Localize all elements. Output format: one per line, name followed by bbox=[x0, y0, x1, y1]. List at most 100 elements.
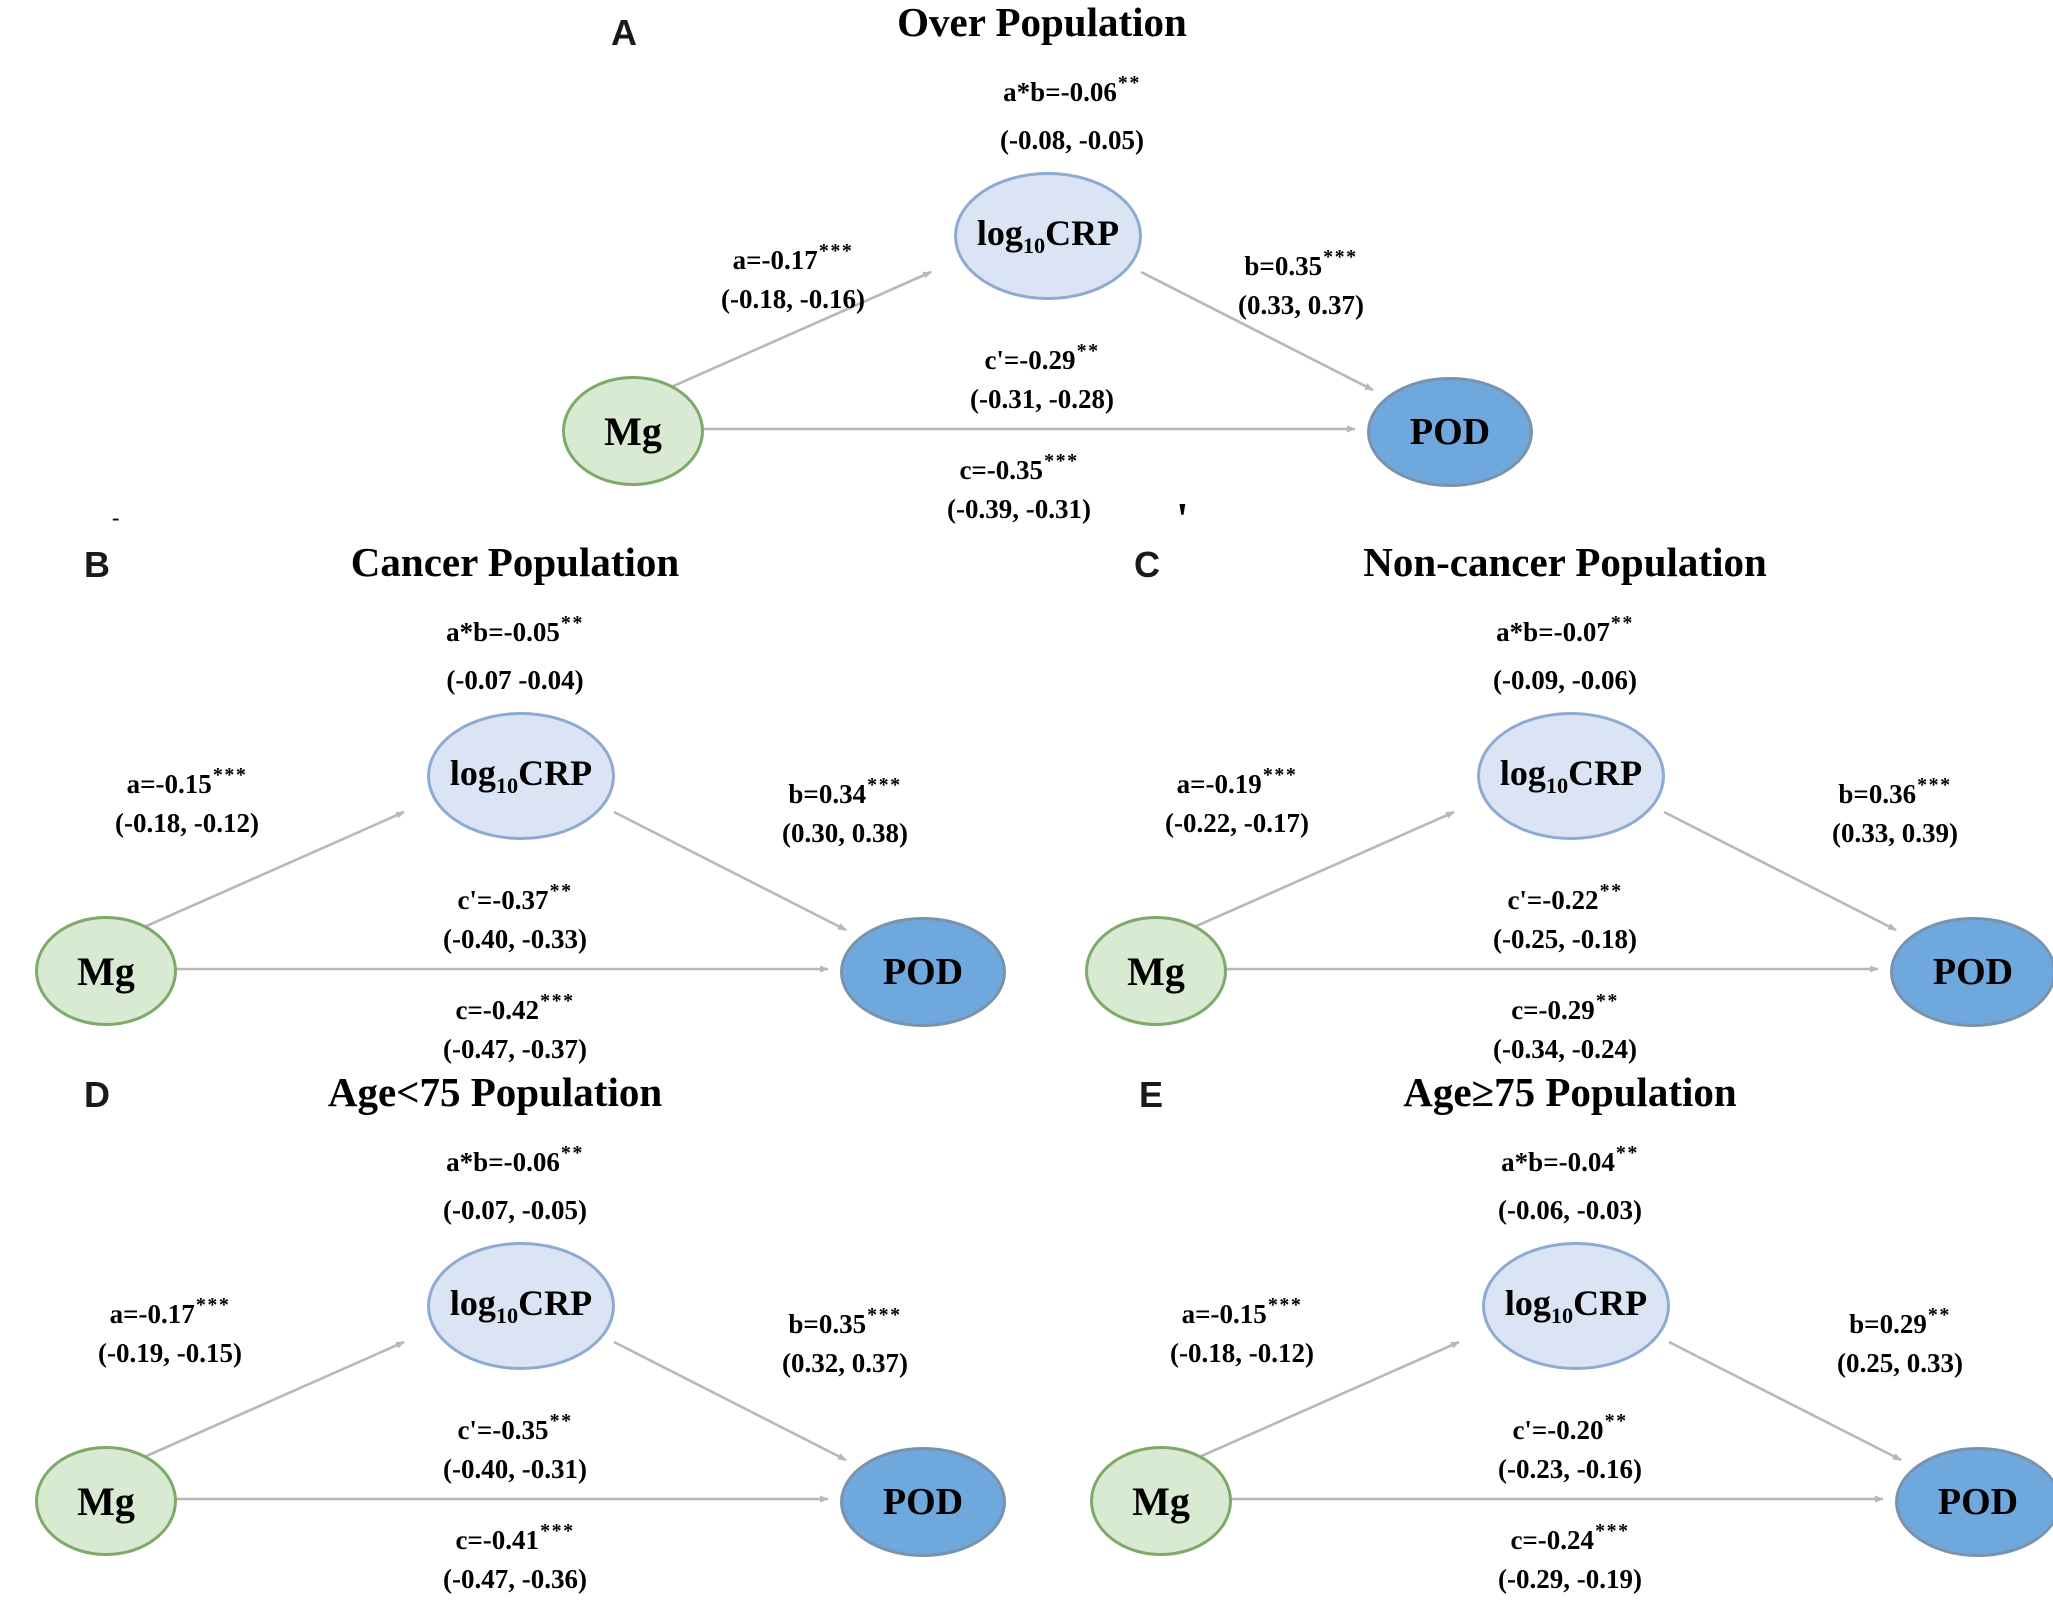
c-prime-path-label: c'=-0.35** (-0.40, -0.31) bbox=[443, 1410, 587, 1486]
effect-estimate: a=-0.19 bbox=[1176, 769, 1262, 799]
c-prime-path-label: c'=-0.22** (-0.25, -0.18) bbox=[1493, 880, 1637, 956]
effect-ci: (-0.22, -0.17) bbox=[1165, 808, 1309, 839]
node-log10crp: log10CRP bbox=[1482, 1242, 1670, 1370]
log10crp-label: log10CRP bbox=[977, 212, 1119, 259]
effect-value: a=-0.15*** bbox=[1170, 1294, 1314, 1330]
a-path-arrow bbox=[141, 810, 405, 930]
panel-a: A Over Population a*b=-0.06** (-0.08, -0… bbox=[527, 0, 1537, 532]
log-text: log bbox=[1499, 753, 1546, 794]
a-path-label: a=-0.17*** (-0.18, -0.16) bbox=[721, 240, 865, 316]
significance-stars: ** bbox=[1610, 612, 1634, 634]
significance-stars: *** bbox=[818, 240, 854, 262]
effect-ci: (-0.40, -0.31) bbox=[443, 1454, 587, 1485]
effect-ci: (0.33, 0.39) bbox=[1832, 818, 1958, 849]
indirect-effect-label: a*b=-0.04** (-0.06, -0.03) bbox=[1498, 1142, 1642, 1227]
effect-value: c'=-0.29** bbox=[970, 340, 1114, 376]
node-log10crp: log10CRP bbox=[1477, 712, 1665, 840]
c-prime-path-label: c'=-0.29** (-0.31, -0.28) bbox=[970, 340, 1114, 416]
pod-label: POD bbox=[1932, 951, 2014, 993]
effect-value: c'=-0.20** bbox=[1498, 1410, 1642, 1446]
effect-value: c=-0.42*** bbox=[443, 990, 587, 1026]
a-path-arrow bbox=[141, 1340, 405, 1460]
c-path-label: c=-0.42*** (-0.47, -0.37) bbox=[443, 990, 587, 1066]
effect-ci: (-0.47, -0.37) bbox=[443, 1034, 587, 1065]
effect-ci: (-0.40, -0.33) bbox=[443, 924, 587, 955]
a-path-label: a=-0.15*** (-0.18, -0.12) bbox=[115, 764, 259, 840]
panel-title: Cancer Population bbox=[350, 539, 680, 585]
mg-label: Mg bbox=[604, 408, 662, 454]
c-prime-path-label: c'=-0.37** (-0.40, -0.33) bbox=[443, 880, 587, 956]
significance-stars: *** bbox=[1262, 764, 1298, 786]
c-path-label: c=-0.41*** (-0.47, -0.36) bbox=[443, 1520, 587, 1596]
path-arrows bbox=[141, 810, 847, 973]
effect-value: c=-0.29** bbox=[1493, 990, 1637, 1026]
panel-title: Age<75 Population bbox=[327, 1069, 663, 1115]
effect-ci: (-0.07, -0.05) bbox=[443, 1195, 587, 1226]
effect-estimate: b=0.35 bbox=[1244, 251, 1323, 281]
effect-ci: (-0.29, -0.19) bbox=[1498, 1564, 1642, 1595]
log-text: log bbox=[449, 753, 496, 794]
effect-value: a=-0.17*** bbox=[98, 1294, 242, 1330]
effect-value: a*b=-0.06** bbox=[1000, 72, 1144, 108]
significance-stars: *** bbox=[1917, 774, 1952, 796]
panel-letter: E bbox=[1139, 1074, 1164, 1115]
panel-d: D Age<75 Population a*b=-0.06** (-0.07, … bbox=[0, 1069, 1010, 1602]
c-path-label: c=-0.29** (-0.34, -0.24) bbox=[1493, 990, 1637, 1066]
mg-label: Mg bbox=[1127, 948, 1185, 994]
significance-stars: *** bbox=[540, 990, 575, 1012]
crp-text: CRP bbox=[518, 1283, 593, 1324]
effect-estimate: a=-0.15 bbox=[126, 769, 212, 799]
effect-value: a*b=-0.04** bbox=[1498, 1142, 1642, 1178]
significance-stars: *** bbox=[195, 1294, 231, 1316]
indirect-effect-label: a*b=-0.07** (-0.09, -0.06) bbox=[1493, 612, 1637, 697]
effect-estimate: a=-0.17 bbox=[732, 245, 818, 275]
mg-label: Mg bbox=[1132, 1478, 1190, 1524]
b-path-label: b=0.34*** (0.30, 0.38) bbox=[782, 774, 908, 850]
node-mg: Mg bbox=[35, 1446, 177, 1556]
panel-title: Non-cancer Population bbox=[1363, 539, 1767, 585]
b-path-arrow bbox=[1668, 1340, 1902, 1462]
crp-text: CRP bbox=[518, 753, 593, 794]
b-path-label: b=0.29** (0.25, 0.33) bbox=[1837, 1304, 1963, 1380]
effect-estimate: c=-0.41 bbox=[455, 1525, 540, 1555]
significance-stars: ** bbox=[1927, 1304, 1951, 1326]
effect-value: c=-0.24*** bbox=[1498, 1520, 1642, 1556]
crp-text: CRP bbox=[1573, 1283, 1648, 1324]
effect-ci: (-0.23, -0.16) bbox=[1498, 1454, 1642, 1485]
effect-value: c=-0.41*** bbox=[443, 1520, 587, 1556]
panel-title: Age≥75 Population bbox=[1403, 1069, 1737, 1115]
crp-text: CRP bbox=[1045, 213, 1120, 254]
a-path-label: a=-0.15*** (-0.18, -0.12) bbox=[1170, 1294, 1314, 1370]
effect-estimate: b=0.36 bbox=[1838, 779, 1917, 809]
mg-label: Mg bbox=[77, 1478, 135, 1524]
a-path-label: a=-0.17*** (-0.19, -0.15) bbox=[98, 1294, 242, 1370]
significance-stars: *** bbox=[540, 1520, 575, 1542]
significance-stars: ** bbox=[560, 612, 584, 634]
b-path-arrow bbox=[1663, 810, 1897, 932]
effect-value: a*b=-0.06** bbox=[443, 1142, 587, 1178]
significance-stars: ** bbox=[549, 1410, 573, 1432]
significance-stars: *** bbox=[212, 764, 248, 786]
node-log10crp: log10CRP bbox=[427, 1242, 615, 1370]
effect-ci: (-0.34, -0.24) bbox=[1493, 1034, 1637, 1065]
effect-value: b=0.29** bbox=[1837, 1304, 1963, 1340]
b-path-label: b=0.36*** (0.33, 0.39) bbox=[1832, 774, 1958, 850]
indirect-effect-label: a*b=-0.06** (-0.07, -0.05) bbox=[443, 1142, 587, 1227]
significance-stars: ** bbox=[1599, 880, 1623, 902]
node-pod: POD bbox=[1890, 917, 2053, 1027]
effect-ci: (-0.19, -0.15) bbox=[98, 1338, 242, 1369]
log10crp-label: log10CRP bbox=[1505, 1282, 1647, 1329]
node-pod: POD bbox=[1895, 1447, 2053, 1557]
log-subscript: 10 bbox=[495, 1303, 519, 1329]
b-path-label: b=0.35*** (0.33, 0.37) bbox=[1238, 246, 1364, 322]
effect-estimate: a*b=-0.06 bbox=[1003, 77, 1117, 107]
effect-estimate: c=-0.24 bbox=[1510, 1525, 1595, 1555]
b-path-arrow bbox=[613, 810, 847, 932]
panel-letter: B bbox=[84, 544, 110, 585]
effect-value: b=0.35*** bbox=[1238, 246, 1364, 282]
effect-estimate: a*b=-0.06 bbox=[446, 1147, 560, 1177]
effect-estimate: b=0.34 bbox=[788, 779, 867, 809]
node-pod: POD bbox=[1367, 377, 1533, 487]
effect-estimate: c=-0.29 bbox=[1511, 995, 1595, 1025]
log-text: log bbox=[449, 1283, 496, 1324]
